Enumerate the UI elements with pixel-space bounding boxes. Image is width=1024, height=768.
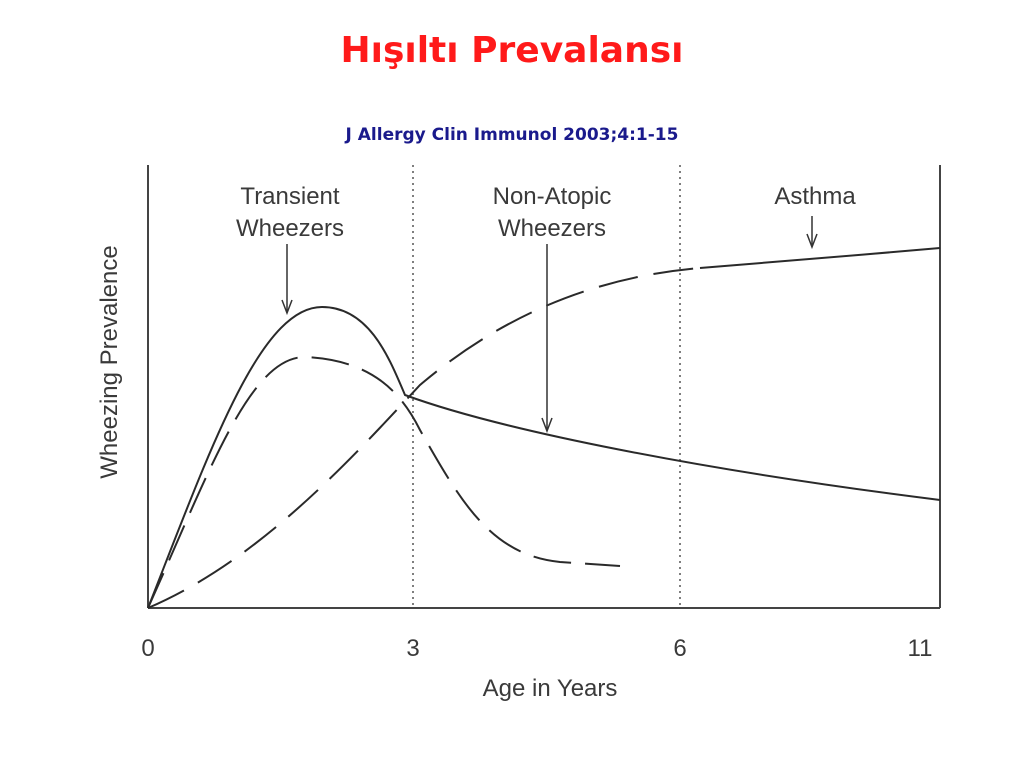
y-axis-label: Wheezing Prevalence — [96, 245, 123, 478]
x-tick-label: 11 — [908, 635, 933, 662]
citation: J Allergy Clin Immunol 2003;4:1-15 — [345, 125, 679, 145]
x-tick-label: 6 — [673, 635, 686, 662]
annotation: Wheezers — [498, 215, 606, 242]
arrows — [281, 216, 818, 434]
asthma-dashed-curve — [147, 267, 701, 609]
annotation: Asthma — [774, 183, 856, 210]
figure: Transient Wheezers Non-Atopic Wheezers A… — [96, 165, 941, 702]
slide-title: Hışıltı Prevalansı — [340, 30, 683, 71]
x-tick-label: 3 — [406, 635, 419, 662]
arrow-head — [541, 417, 553, 434]
annotation: Wheezers — [236, 215, 344, 242]
transient-dashed-curve — [147, 355, 621, 609]
arrow-head — [281, 299, 293, 316]
arrow-head — [806, 233, 818, 250]
x-tick-label: 0 — [141, 635, 154, 662]
solid-curve — [147, 305, 941, 609]
x-axis-label: Age in Years — [483, 675, 618, 702]
annotation: Transient — [240, 183, 339, 210]
annotation: Non-Atopic — [493, 183, 612, 210]
asthma-solid-curve — [699, 247, 941, 269]
